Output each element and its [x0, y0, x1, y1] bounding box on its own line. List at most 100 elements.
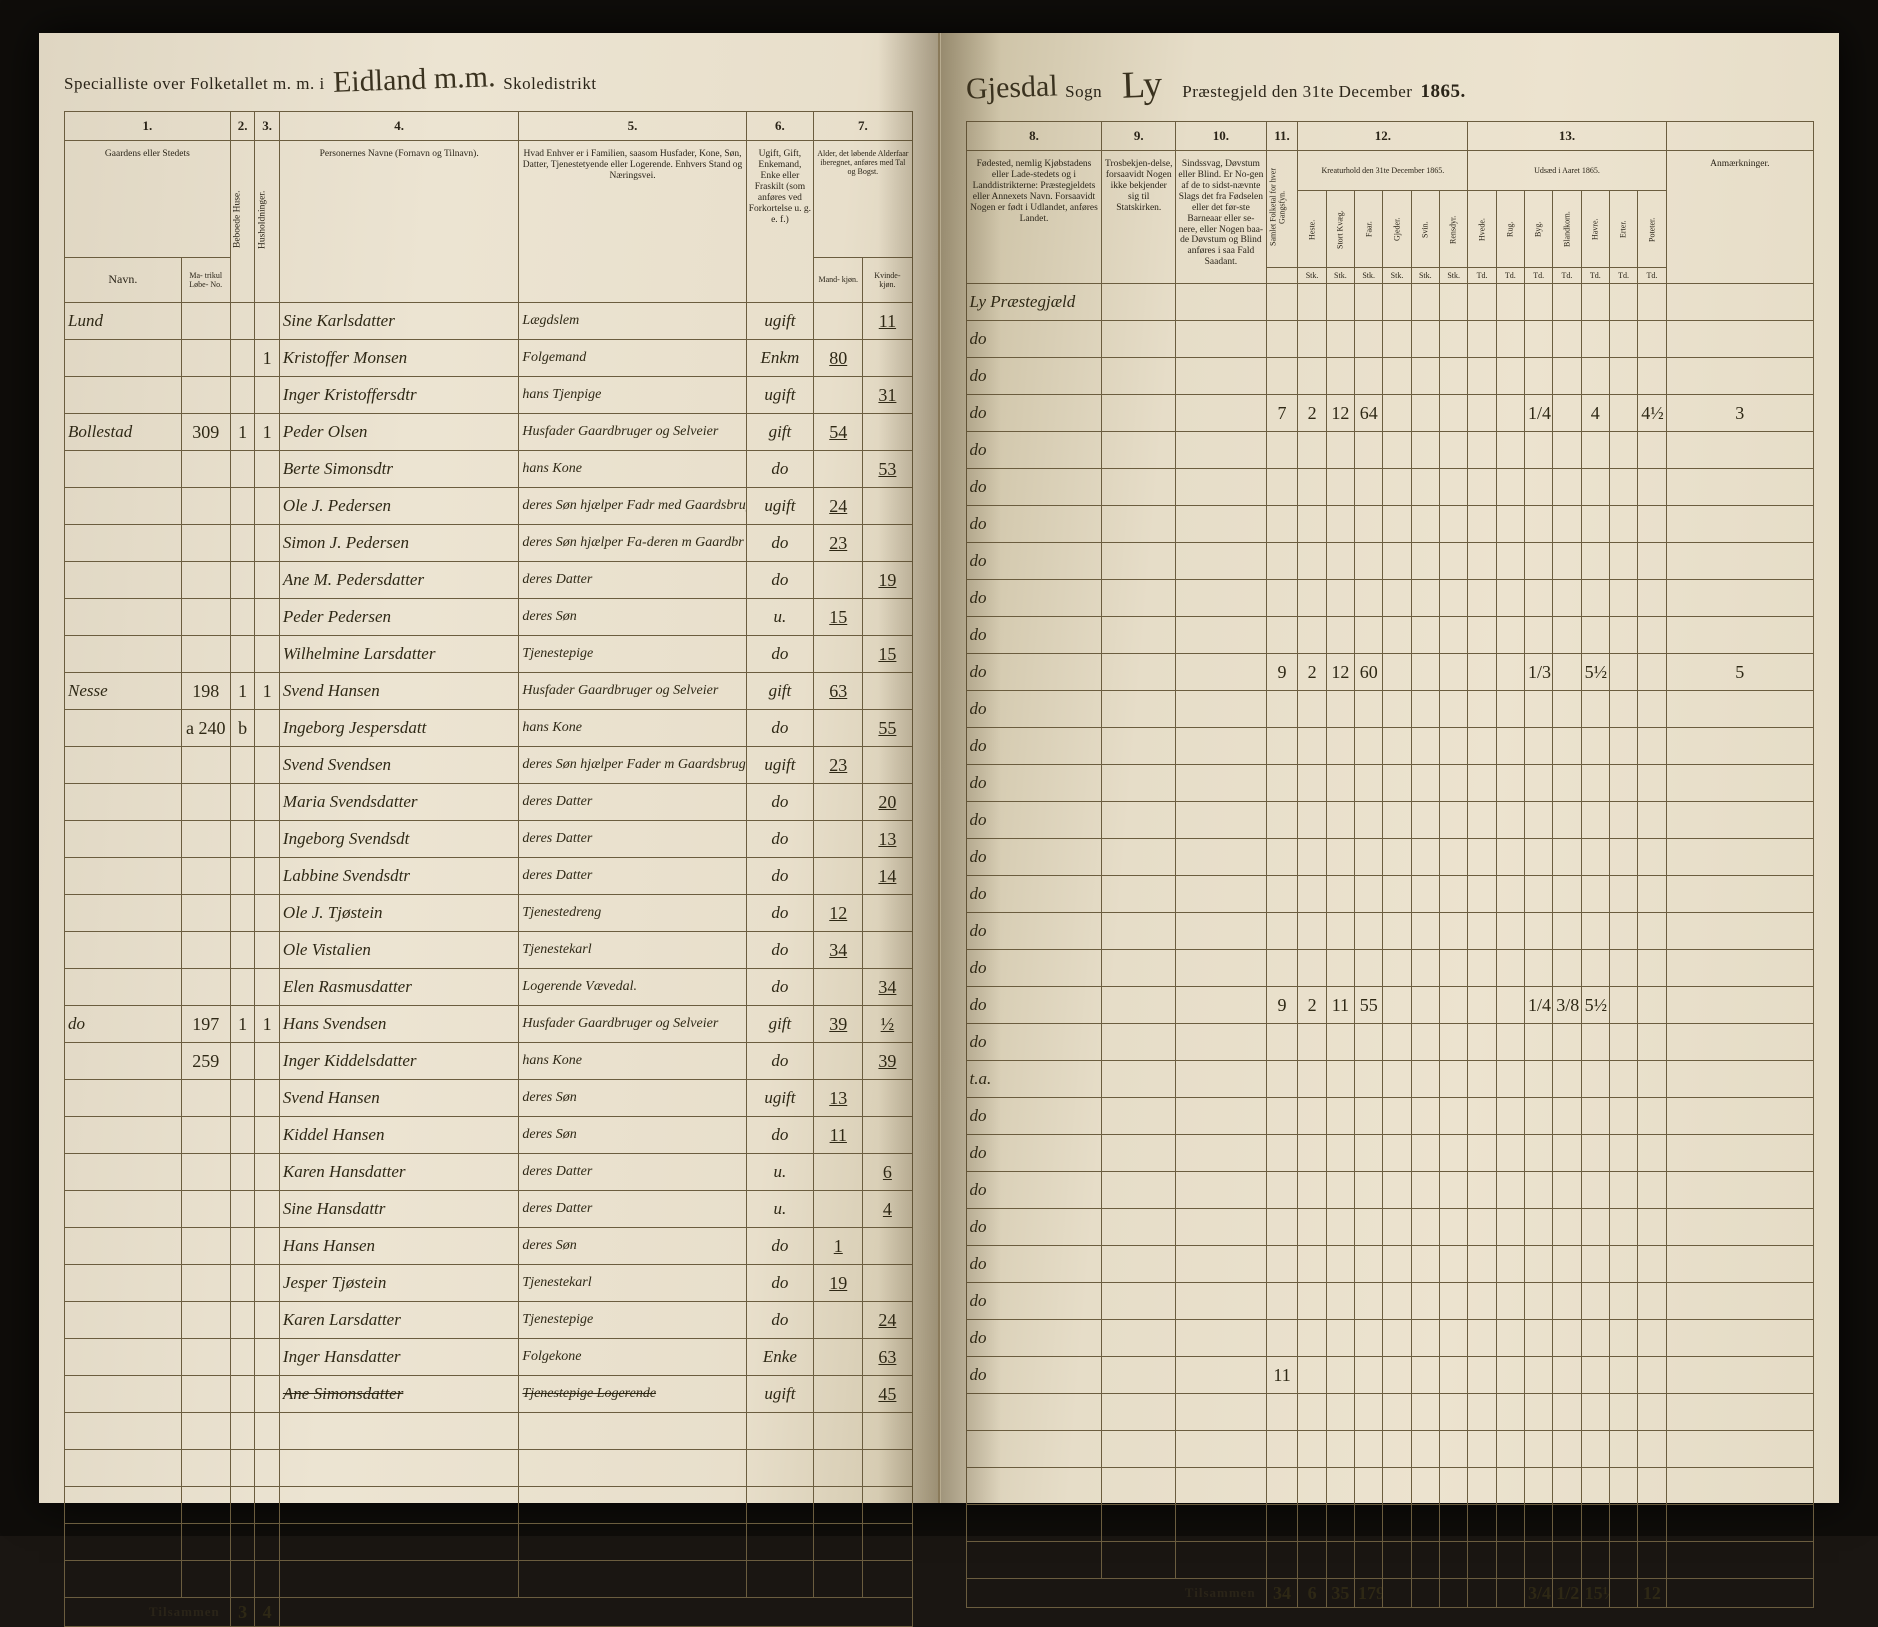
- cell-sv: [1411, 543, 1439, 580]
- cell-re: [1439, 284, 1467, 321]
- cell-matr: [181, 451, 230, 488]
- cell-he: [1298, 543, 1326, 580]
- cell-gj: [1383, 1246, 1411, 1283]
- cell-civ: do: [746, 1228, 814, 1265]
- table-row: LundSine KarlsdatterLægdslemugift11: [65, 303, 913, 340]
- cell-m: [814, 784, 863, 821]
- table-row: do7212641/444½3: [966, 395, 1814, 432]
- cell-ru: [1496, 432, 1524, 469]
- cell-matr: [181, 858, 230, 895]
- cell-civ: ugift: [746, 303, 814, 340]
- cell-ann: [1666, 987, 1813, 1024]
- cell-bl: [1553, 1320, 1581, 1357]
- cell-sind: [1176, 950, 1267, 987]
- cell-er: [1609, 1135, 1637, 1172]
- cell-gj: [1383, 913, 1411, 950]
- cell-po: [1638, 1357, 1666, 1394]
- cell-m: 24: [814, 488, 863, 525]
- cell-sind: [1176, 913, 1267, 950]
- cell-hv: [1468, 1061, 1496, 1098]
- cell-er: [1609, 1098, 1637, 1135]
- cell-hv: [1468, 728, 1496, 765]
- cell-sind: [1176, 1098, 1267, 1135]
- cell-bl: [1553, 395, 1581, 432]
- cell-er: [1609, 765, 1637, 802]
- c8: 8.: [966, 122, 1102, 151]
- cell-fa: [1355, 876, 1383, 913]
- cell-ann: [1666, 728, 1813, 765]
- cell-sf: [1266, 284, 1298, 321]
- h-gjed: Gjeder.: [1383, 191, 1411, 268]
- cell-tros: [1102, 913, 1176, 950]
- cell-b: [230, 895, 255, 932]
- cell-hv: [1468, 691, 1496, 728]
- cell-k: 13: [863, 821, 912, 858]
- cell-gaard: [65, 599, 182, 636]
- cell-fod: do: [966, 469, 1102, 506]
- cell-gj: [1383, 987, 1411, 1024]
- cell-by: [1524, 765, 1552, 802]
- cell-tros: [1102, 987, 1176, 1024]
- cell-po: [1638, 802, 1666, 839]
- hdr-r-print2: Præstegjeld den 31te December: [1182, 82, 1412, 102]
- cell-fod: do: [966, 691, 1102, 728]
- cell-sk: [1326, 839, 1354, 876]
- cell-b: [230, 525, 255, 562]
- cell-b: [230, 636, 255, 673]
- cell-po: [1638, 1246, 1666, 1283]
- cell-gaard: [65, 1043, 182, 1080]
- cell-b: b: [230, 710, 255, 747]
- cell-fa: [1355, 728, 1383, 765]
- h-erter: Erter.: [1609, 191, 1637, 268]
- cell-ha: [1581, 1357, 1609, 1394]
- cell-fod: do: [966, 950, 1102, 987]
- cell-fod: do: [966, 802, 1102, 839]
- cell-matr: [181, 821, 230, 858]
- table-row: do: [966, 691, 1814, 728]
- cell-re: [1439, 321, 1467, 358]
- cell-sv: [1411, 432, 1439, 469]
- cell-re: [1439, 691, 1467, 728]
- cell-matr: [181, 1265, 230, 1302]
- col1: 1.: [65, 112, 231, 141]
- cell-ha: [1581, 543, 1609, 580]
- cell-stand: deres Søn: [519, 599, 746, 636]
- table-row: 259Inger Kiddelsdatterhans Konedo39: [65, 1043, 913, 1080]
- cell-ru: [1496, 1283, 1524, 1320]
- cell-b: [230, 1228, 255, 1265]
- cell-er: [1609, 358, 1637, 395]
- cell-er: [1609, 913, 1637, 950]
- table-row: do: [966, 432, 1814, 469]
- fr-by: 3/4: [1524, 1579, 1552, 1608]
- cell-bl: [1553, 654, 1581, 691]
- cell-gj: [1383, 654, 1411, 691]
- cell-stand: deres Datter: [519, 858, 746, 895]
- col3: 3.: [255, 112, 280, 141]
- cell-tros: [1102, 1098, 1176, 1135]
- cell-gaard: [65, 1265, 182, 1302]
- cell-matr: 197: [181, 1006, 230, 1043]
- cell-m: [814, 710, 863, 747]
- cell-navn: Inger Kristoffersdtr: [279, 377, 519, 414]
- cell-sf: [1266, 1061, 1298, 1098]
- cell-navn: Karen Hansdatter: [279, 1154, 519, 1191]
- cell-ha: [1581, 1209, 1609, 1246]
- table-row: do: [966, 1098, 1814, 1135]
- cell-hv: [1468, 839, 1496, 876]
- cell-ann: [1666, 876, 1813, 913]
- cell-stand: Tjenestedreng: [519, 895, 746, 932]
- cell-navn: Ane M. Pedersdatter: [279, 562, 519, 599]
- book: Specialliste over Folketallet m. m. i Ei…: [39, 33, 1839, 1503]
- cell-h: [255, 1154, 280, 1191]
- cell-ru: [1496, 543, 1524, 580]
- cell-matr: [181, 562, 230, 599]
- cell-b: [230, 858, 255, 895]
- cell-by: [1524, 802, 1552, 839]
- cell-po: [1638, 1135, 1666, 1172]
- cell-navn: Jesper Tjøstein: [279, 1265, 519, 1302]
- cell-fa: [1355, 617, 1383, 654]
- cell-hv: [1468, 395, 1496, 432]
- hdr-left-script: Eidland m.m.: [332, 60, 496, 100]
- cell-m: 34: [814, 932, 863, 969]
- cell-ru: [1496, 1209, 1524, 1246]
